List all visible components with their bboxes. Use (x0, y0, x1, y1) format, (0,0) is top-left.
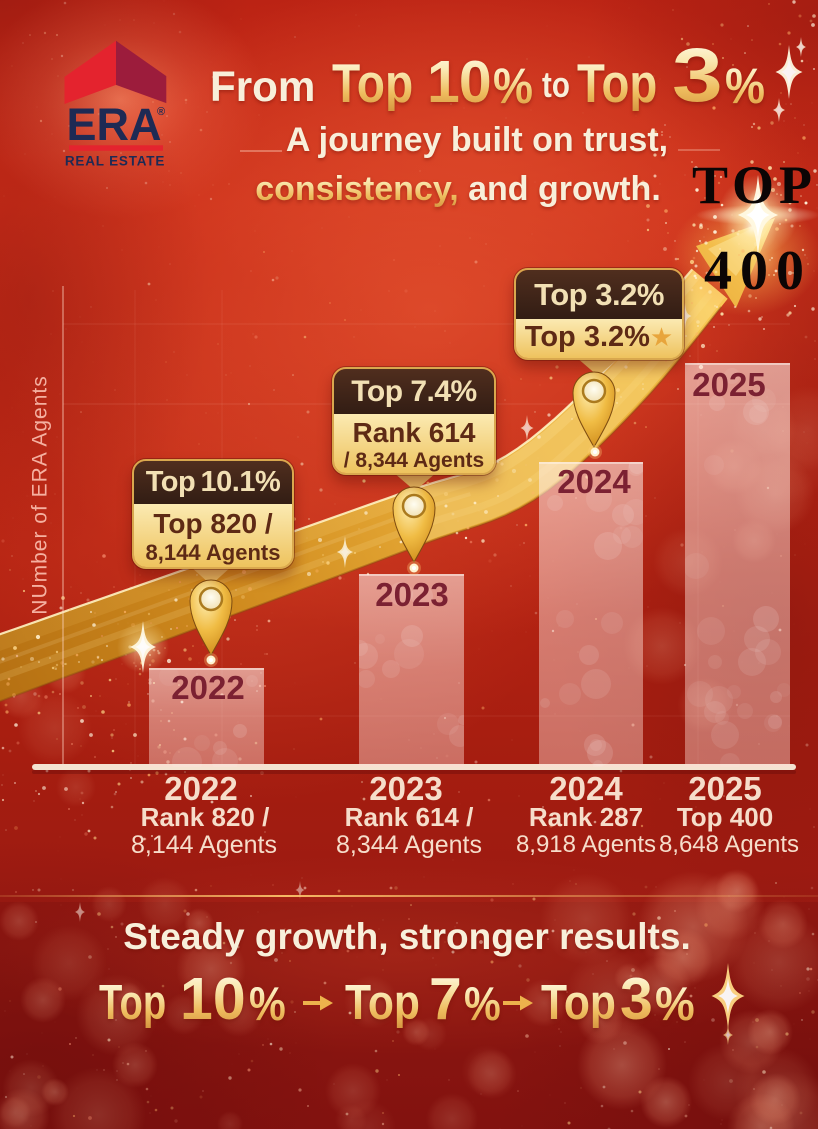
svg-text:®: ® (157, 106, 165, 118)
svg-text:ERA: ERA (66, 99, 161, 150)
svg-text:REAL ESTATE: REAL ESTATE (65, 154, 165, 169)
